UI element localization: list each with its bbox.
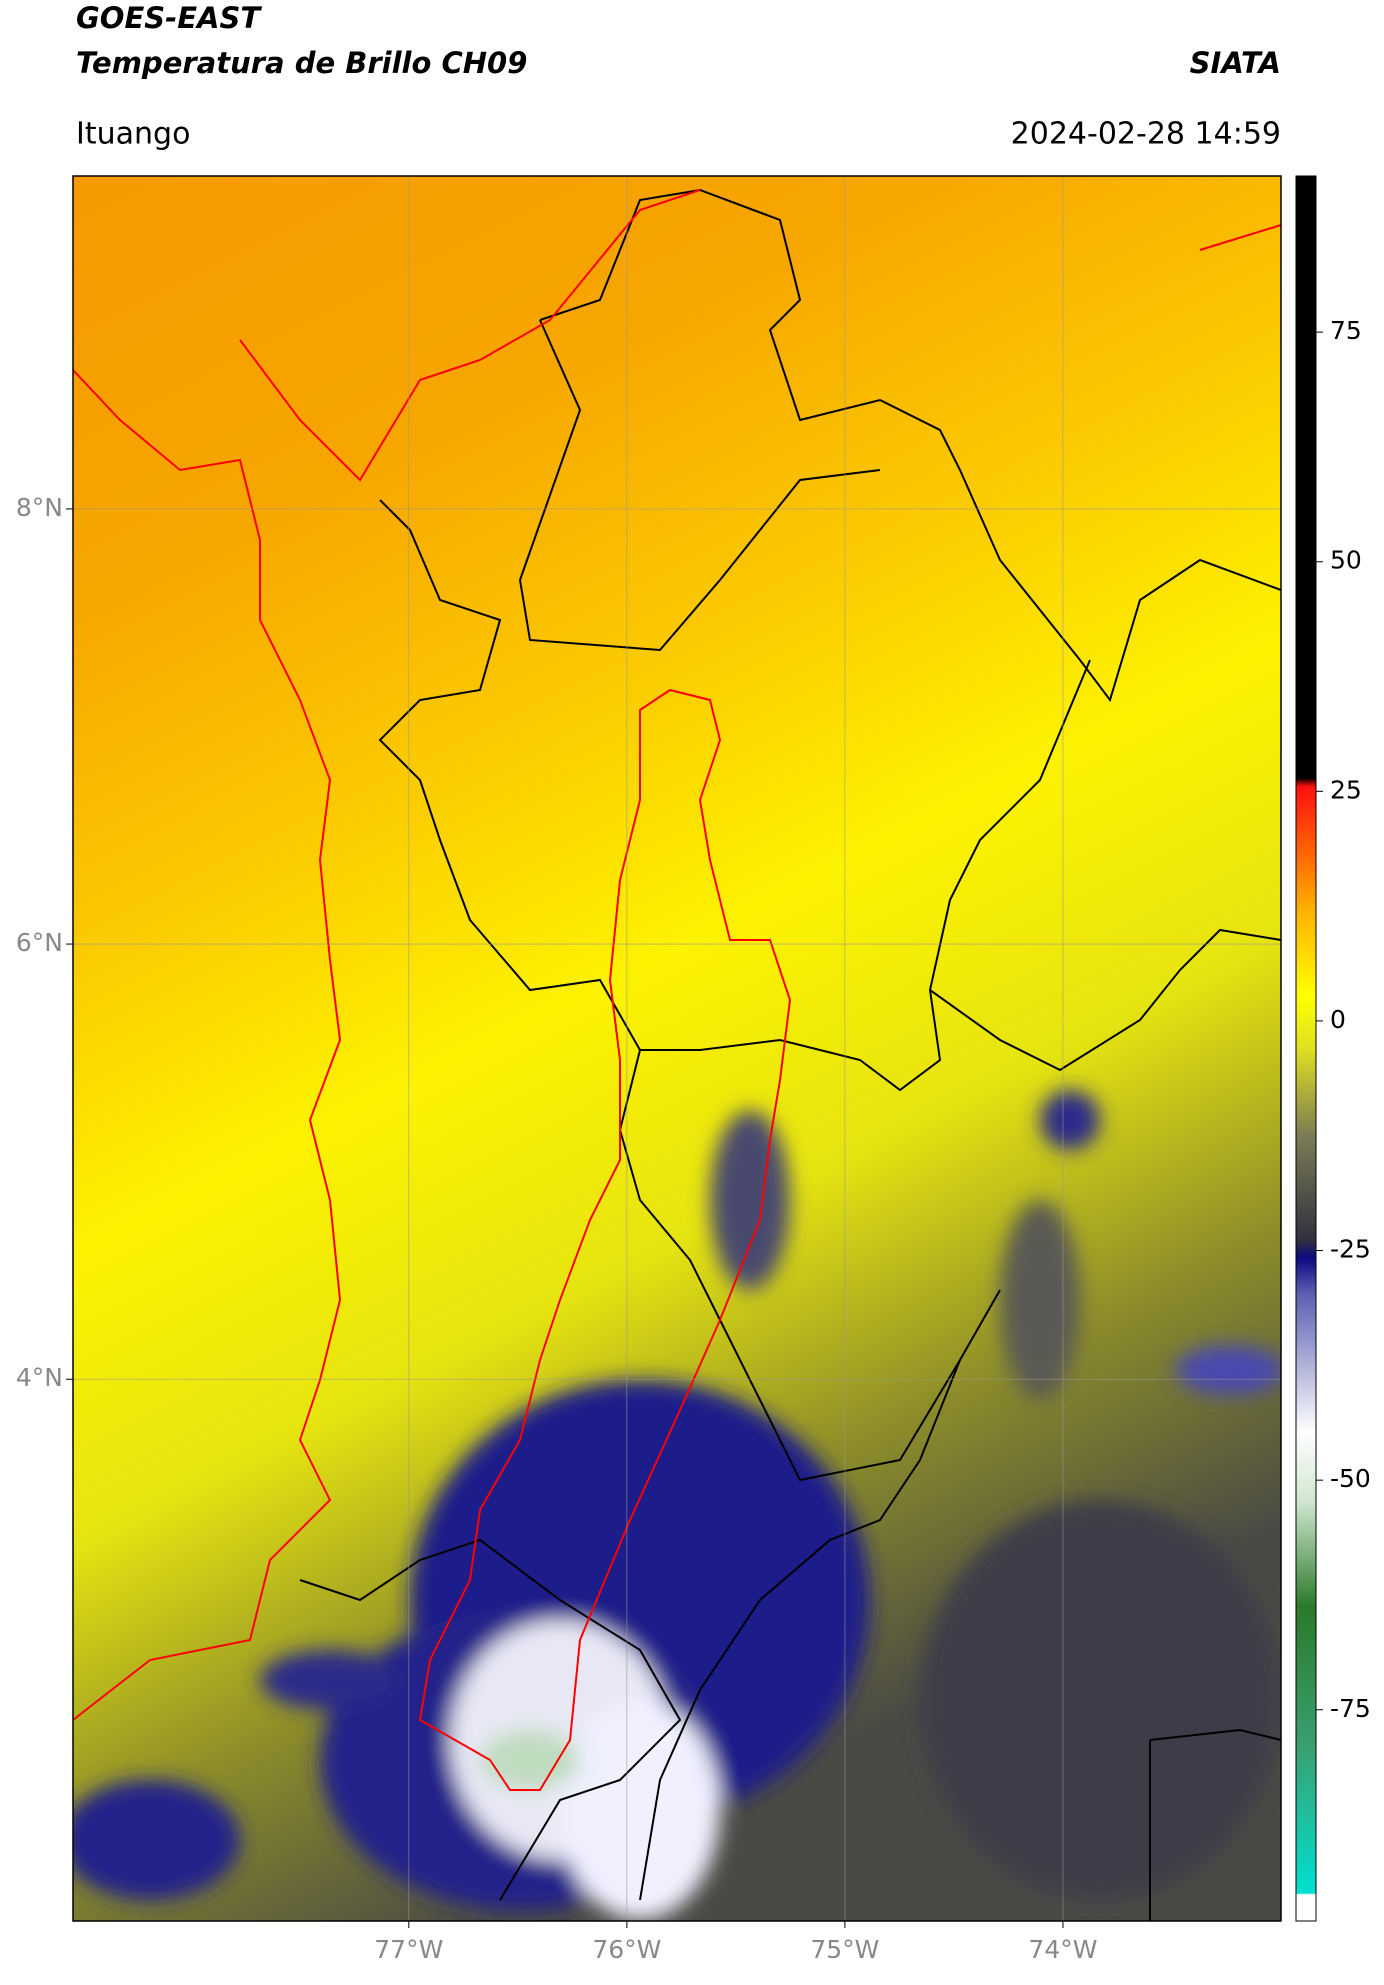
y-tick-label: 8°N <box>16 493 63 522</box>
x-tick-label: 76°W <box>592 1935 661 1964</box>
map-area <box>73 176 1281 1921</box>
cloud-field <box>73 1090 1281 1920</box>
colorbar-tick-label: -75 <box>1330 1694 1371 1723</box>
y-tick-label: 6°N <box>16 928 63 957</box>
tick-layer: 77°W 76°W 75°W 74°W 8°N 6°N 4°N 75 50 25 0 -25 -50 -7… <box>16 316 1371 1964</box>
graticule <box>73 176 1281 1921</box>
map-frame <box>72 175 1282 1922</box>
subtitle: Temperatura de Brillo CH09 <box>76 46 527 80</box>
admin-borders <box>299 188 1281 1921</box>
datetime: 2024-02-28 14:59 <box>1011 117 1281 152</box>
x-tick-label: 75°W <box>810 1935 879 1964</box>
colorbar-tick-label: 0 <box>1330 1005 1346 1034</box>
colorbar-tick-label: 25 <box>1330 775 1362 804</box>
region: Ituango <box>76 117 190 152</box>
colorbar-tick-label: -50 <box>1330 1464 1371 1493</box>
x-tick-label: 74°W <box>1028 1935 1097 1964</box>
title: GOES-EAST <box>76 1 262 35</box>
y-tick-label: 4°N <box>16 1363 63 1392</box>
colorbar-tick-label: -25 <box>1330 1235 1371 1264</box>
brand: SIATA <box>1190 46 1281 80</box>
colorbar-tick-label: 75 <box>1330 316 1362 345</box>
coast-and-basin <box>73 189 1281 1791</box>
colorbar-tick-label: 50 <box>1330 546 1362 575</box>
colorbar <box>1295 175 1317 1922</box>
x-tick-label: 77°W <box>374 1935 443 1964</box>
